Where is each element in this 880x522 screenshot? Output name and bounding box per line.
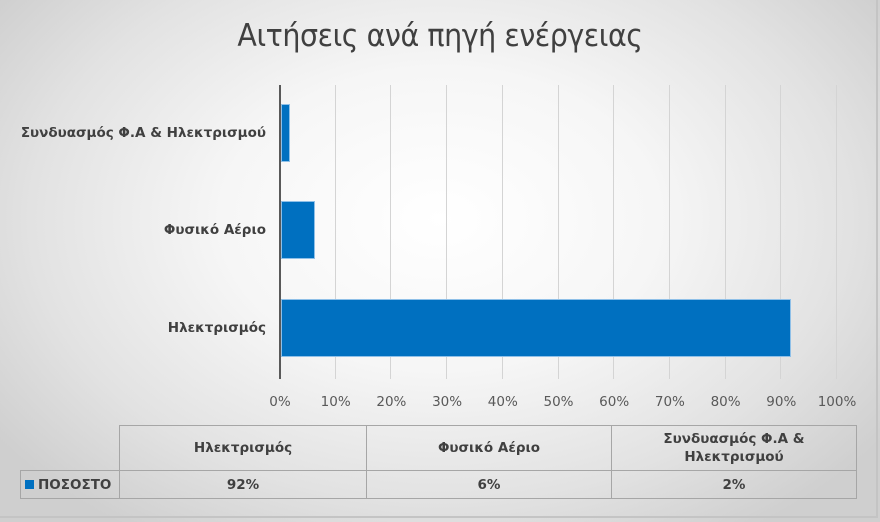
gridline — [557, 85, 559, 379]
gridline — [836, 85, 837, 379]
category-label: Φυσικό Αέριο — [163, 222, 266, 238]
x-tick-label: 100% — [817, 394, 857, 410]
bar-electricity[interactable] — [281, 299, 791, 357]
bar-natural-gas[interactable] — [281, 201, 315, 259]
gridline — [446, 85, 448, 379]
x-tick-label: 20% — [376, 394, 407, 410]
legend-entry: ΠΟΣΟΣΤΟ — [20, 470, 120, 499]
table-corner — [20, 425, 120, 471]
table-header: Φυσικό Αέριο — [366, 425, 612, 471]
table-header: Συνδυασμός Φ.Α & Ηλεκτρισμού — [611, 425, 857, 471]
table-cell: 92% — [119, 470, 367, 499]
x-tick-label: 0% — [269, 394, 291, 410]
y-axis-line — [279, 85, 281, 379]
table-header: Ηλεκτρισμός — [119, 425, 367, 471]
x-tick-label: 40% — [487, 394, 518, 410]
table-cell: 2% — [611, 470, 857, 499]
plot-area — [279, 85, 839, 379]
gridline — [724, 85, 726, 379]
category-label: Ηλεκτρισμός — [167, 320, 266, 336]
gridline — [613, 85, 615, 379]
series-name: ΠΟΣΟΣΤΟ — [38, 476, 112, 493]
data-table: Ηλεκτρισμός Φυσικό Αέριο Συνδυασμός Φ.Α … — [20, 425, 857, 499]
chart-title: Αιτήσεις ανά πηγή ενέργειας — [237, 18, 643, 54]
table-cell: 6% — [366, 470, 612, 499]
table-header-line: Συνδυασμός Φ.Α & — [663, 431, 805, 447]
category-label: Συνδυασμός Φ.Α & Ηλεκτρισμού — [20, 125, 266, 141]
gridline — [668, 85, 670, 379]
x-tick-label: 30% — [432, 394, 463, 410]
x-tick-label: 60% — [599, 394, 630, 410]
legend-key-icon — [25, 479, 34, 489]
gridline — [780, 85, 782, 379]
x-tick-label: 90% — [766, 394, 797, 410]
x-tick-label: 70% — [654, 394, 685, 410]
x-tick-label: 10% — [320, 394, 351, 410]
bar-combination[interactable] — [281, 104, 290, 162]
gridline — [501, 85, 503, 379]
x-tick-label: 80% — [710, 394, 741, 410]
gridline — [334, 85, 336, 379]
gridline — [390, 85, 392, 379]
table-header-line: Ηλεκτρισμού — [684, 449, 784, 465]
x-tick-label: 50% — [543, 394, 574, 410]
